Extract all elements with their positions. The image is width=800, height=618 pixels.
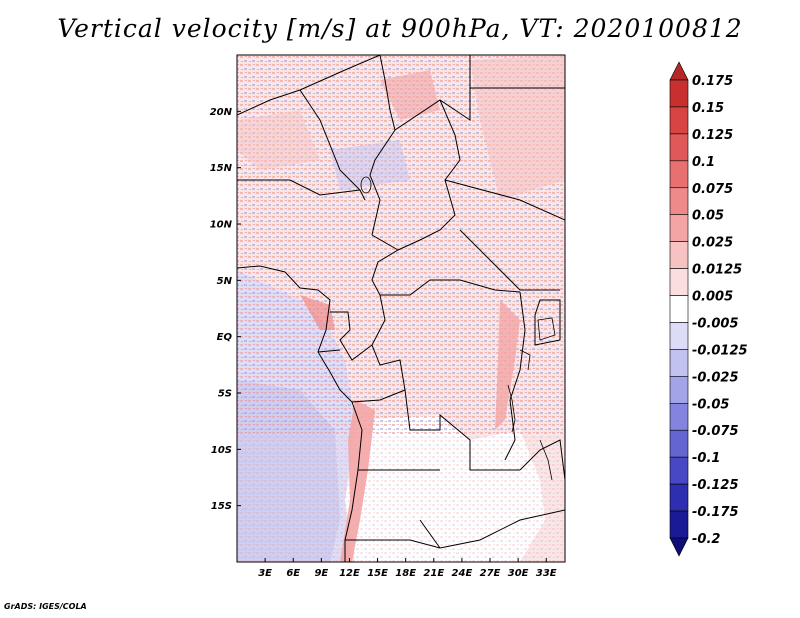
colorbar-label: 0.1 [692, 155, 715, 170]
colorbar-swatch [669, 79, 689, 108]
colorbar-swatch [669, 241, 689, 269]
country-borders [237, 55, 565, 562]
colorbar-label: -0.025 [692, 370, 739, 385]
colorbar-label: -0.175 [692, 505, 739, 520]
colorbar-label: -0.0125 [692, 343, 748, 358]
colorbar-label: -0.005 [692, 316, 739, 331]
colorbar-label: -0.125 [692, 478, 739, 493]
colorbar-label: -0.05 [692, 397, 729, 412]
map-frame [236, 54, 566, 563]
lat-tick-label: 20N [210, 107, 233, 118]
colorbar-label: 0.15 [692, 101, 724, 116]
lon-tick-label: 33E [536, 568, 557, 579]
lakes [360, 176, 556, 481]
lon-tick-label: 12E [339, 568, 360, 579]
colorbar-swatch [669, 268, 689, 296]
colorbar-label: -0.2 [692, 532, 720, 547]
colorbar-label: 0.125 [692, 128, 733, 143]
lon-tick-label: 6E [286, 568, 300, 579]
chart-title: Vertical velocity [m/s] at 900hPa, VT: 2… [57, 14, 743, 43]
lat-tick-label: EQ [217, 332, 233, 343]
lat-tick-label: 10N [210, 220, 233, 231]
lat-tick-label: 5S [218, 389, 232, 400]
colorbar-swatch [669, 349, 689, 377]
colorbar-label: 0.025 [692, 236, 733, 251]
lon-tick-label: 15E [367, 568, 388, 579]
lon-tick-label: 3E [258, 568, 272, 579]
colorbar-swatch [669, 295, 689, 323]
credit-text: GrADS: IGES/COLA [4, 602, 87, 611]
colorbar: 0.175 0.15 0.125 0.1 0.075 0.05 0.025 0.0125 0.0… [669, 61, 748, 557]
lon-tick-label: 21E [423, 568, 444, 579]
colorbar-swatch [669, 483, 689, 512]
colorbar-top-extend [669, 61, 689, 81]
colorbar-swatch [669, 402, 689, 431]
colorbar-swatch [669, 106, 689, 135]
lat-tick-label: 5N [217, 276, 233, 287]
lon-tick-label: 18E [395, 568, 416, 579]
colorbar-swatch [669, 133, 689, 162]
colorbar-label: 0.005 [692, 290, 733, 305]
colorbar-swatch [669, 456, 689, 485]
colorbar-swatch [669, 376, 689, 404]
colorbar-label: 0.175 [692, 74, 733, 89]
colorbar-label: 0.0125 [692, 263, 742, 278]
colorbar-swatch [669, 322, 689, 350]
colorbar-swatch [669, 510, 689, 539]
colorbar-label: 0.05 [692, 209, 724, 224]
colorbar-swatch [669, 160, 689, 189]
colorbar-swatch [669, 429, 689, 458]
colorbar-label: -0.075 [692, 424, 739, 439]
lat-tick-label: 15N [210, 163, 233, 174]
colorbar-label: 0.075 [692, 182, 733, 197]
longitude-axis: 3E 6E 9E 12E 15E 18E 21E 24E 27E 30E 33E [258, 558, 557, 579]
lon-tick-label: 27E [480, 568, 501, 579]
latitude-axis: 20N 15N 10N 5N EQ 5S 10S 15S [210, 107, 241, 512]
lat-tick-label: 10S [211, 445, 232, 456]
colorbar-label: -0.1 [692, 451, 720, 466]
colorbar-swatch [669, 187, 689, 216]
velocity-field [237, 55, 565, 562]
lat-tick-label: 15S [211, 501, 232, 512]
colorbar-swatch [669, 214, 689, 242]
lon-tick-label: 30E [508, 568, 529, 579]
lon-tick-label: 9E [314, 568, 328, 579]
colorbar-bottom-extend [669, 537, 689, 557]
lon-tick-label: 24E [452, 568, 473, 579]
